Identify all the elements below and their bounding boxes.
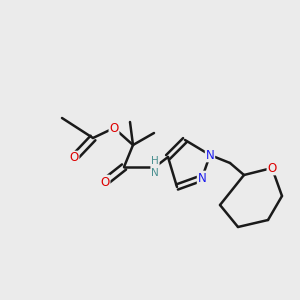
Text: O: O (110, 122, 118, 134)
Text: N: N (198, 172, 206, 184)
Text: O: O (69, 152, 79, 164)
Text: N: N (206, 148, 214, 161)
Text: H
N: H N (151, 156, 159, 178)
Text: O: O (100, 176, 109, 188)
Text: O: O (267, 161, 277, 175)
